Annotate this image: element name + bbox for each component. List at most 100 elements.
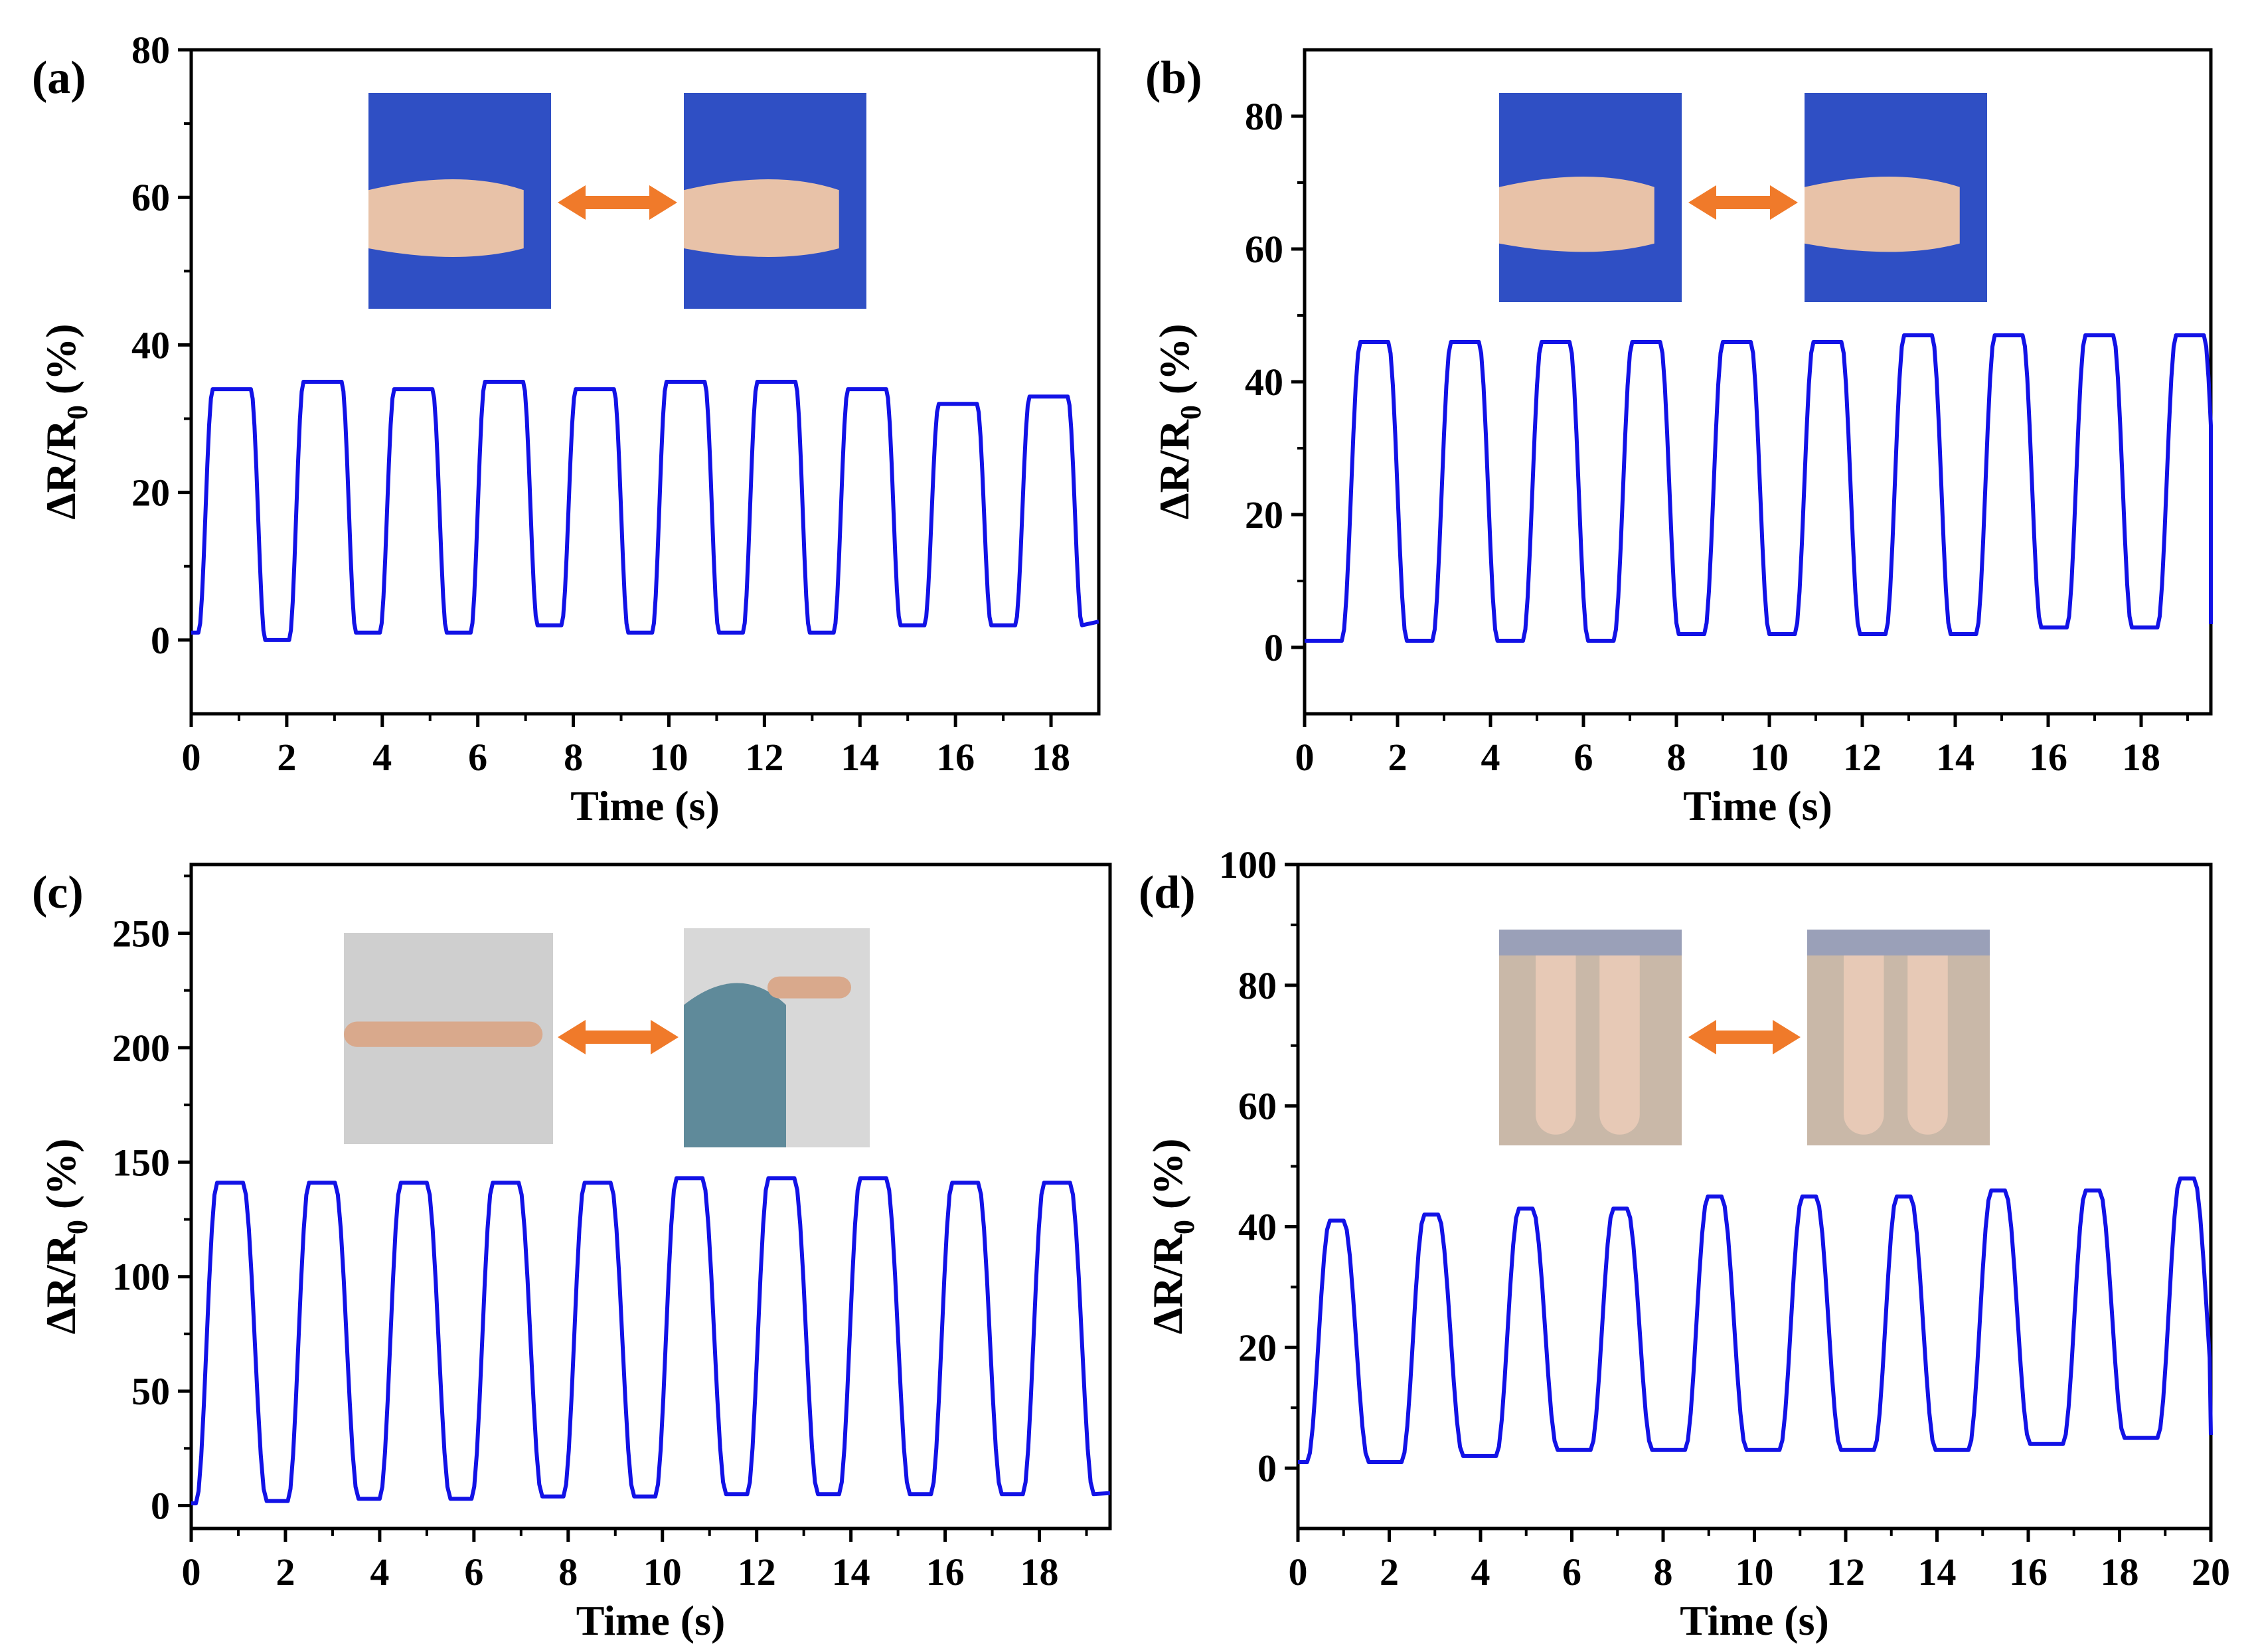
x-tick-label: 18 [1020,1550,1059,1594]
x-tick-label: 10 [1735,1550,1774,1594]
inset-photo [1499,930,1682,1145]
x-tick-label: 18 [1032,736,1070,779]
panel-label: (c) [32,867,84,918]
x-tick-label: 10 [643,1550,682,1594]
hand-shape [368,179,524,257]
plot-frame [189,863,1112,1530]
y-tick-label: 40 [1238,1205,1277,1248]
y-tick-label: 200 [112,1027,170,1070]
y-axis-title: ΔR/R0 (%) [37,324,94,520]
inset-photo [1807,930,1990,1145]
x-tick-label: 2 [277,736,296,779]
y-tick-label: 50 [131,1370,170,1413]
x-tick-label: 16 [936,736,975,779]
series-line [1305,333,2213,643]
x-tick-label: 4 [370,1550,389,1594]
panel-label: (b) [1145,52,1202,104]
y-tick-label: 20 [1245,493,1283,537]
x-axis-title: Time (s) [1680,1597,1829,1644]
inset-photo [368,93,551,309]
y-tick-label: 0 [151,619,170,662]
x-tick-label: 0 [182,736,201,779]
x-axis-title: Time (s) [1683,782,1832,829]
x-tick-label: 2 [1380,1550,1399,1594]
x-tick-label: 10 [1750,736,1789,779]
x-tick-label: 12 [1826,1550,1865,1594]
hand-shape [1805,177,1960,252]
y-tick-label: 60 [1238,1085,1277,1128]
x-tick-label: 8 [1667,736,1686,779]
inset-photo [1805,93,1987,302]
leg-shape [1844,930,1884,1135]
x-tick-label: 14 [841,736,879,779]
x-tick-label: 2 [276,1550,295,1594]
x-tick-label: 10 [649,736,688,779]
x-tick-label: 6 [1562,1550,1581,1594]
series-line [191,380,1099,642]
chart-panel-a: 0 2 4 6 8 10 12 14 16 18 0 20 40 60 80 Time (s) ΔR/R0 (%… [32,29,1101,829]
y-tick-label: 80 [131,29,170,72]
y-tick-label: 150 [112,1141,170,1184]
x-tick-label: 20 [2192,1550,2230,1594]
panel-label: (a) [32,52,86,104]
double-arrow-icon [1688,185,1798,220]
x-tick-label: 4 [372,736,392,779]
y-tick-label: 100 [112,1256,170,1299]
plot-frame [189,48,1101,716]
y-tick-label: 40 [131,323,170,367]
y-tick-label: 100 [1219,843,1277,886]
leg-shape [1536,930,1576,1135]
x-tick-label: 14 [1936,736,1974,779]
x-tick-label: 14 [1918,1550,1957,1594]
y-tick-label: 0 [1257,1447,1277,1490]
double-arrow-icon [1688,1020,1801,1054]
x-tick-label: 12 [738,1550,776,1594]
inset-photo [684,928,870,1147]
y-tick-label: 80 [1238,964,1277,1007]
x-tick-label: 16 [2029,736,2067,779]
x-tick-label: 12 [745,736,783,779]
shorts-shape [1499,930,1682,955]
y-tick-label: 80 [1245,95,1283,138]
hand-shape [1499,177,1654,252]
inset-photo [1499,93,1682,302]
inset-photo-background [1499,930,1682,1145]
y-axis-title: ΔR/R0 (%) [37,1139,94,1335]
x-tick-label: 16 [926,1550,965,1594]
leg-shape [1599,930,1640,1135]
arm-shape [767,976,851,999]
x-tick-label: 2 [1388,736,1408,779]
double-arrow-icon [558,185,677,220]
y-tick-label: 60 [1245,228,1283,271]
x-tick-label: 4 [1481,736,1500,779]
leg-shape [1907,930,1948,1135]
y-axis-title: ΔR/R0 (%) [1144,1139,1200,1335]
shirt-shape [684,983,786,1147]
arm-shape [344,1021,543,1047]
x-tick-label: 8 [558,1550,578,1594]
plot-frame [1296,863,2213,1530]
x-tick-label: 18 [2101,1550,2139,1594]
y-tick-label: 40 [1245,361,1283,404]
series-line [1298,1176,2213,1464]
x-axis-title: Time (s) [576,1597,726,1644]
panel-label: (d) [1139,867,1196,918]
x-tick-label: 12 [1843,736,1882,779]
inset-photo [344,933,553,1144]
x-tick-label: 0 [1295,736,1315,779]
y-tick-label: 0 [151,1485,170,1528]
y-tick-label: 20 [1238,1326,1277,1369]
x-tick-label: 0 [1289,1550,1308,1594]
inset-photo-background [1807,930,1990,1145]
x-tick-label: 18 [2122,736,2160,779]
x-tick-label: 8 [1654,1550,1673,1594]
x-tick-label: 6 [464,1550,483,1594]
y-tick-label: 60 [131,176,170,219]
y-tick-label: 250 [112,912,170,955]
hand-shape [684,179,839,257]
x-tick-label: 14 [832,1550,870,1594]
x-tick-label: 8 [564,736,583,779]
y-tick-label: 0 [1264,626,1283,669]
x-tick-label: 0 [182,1550,201,1594]
